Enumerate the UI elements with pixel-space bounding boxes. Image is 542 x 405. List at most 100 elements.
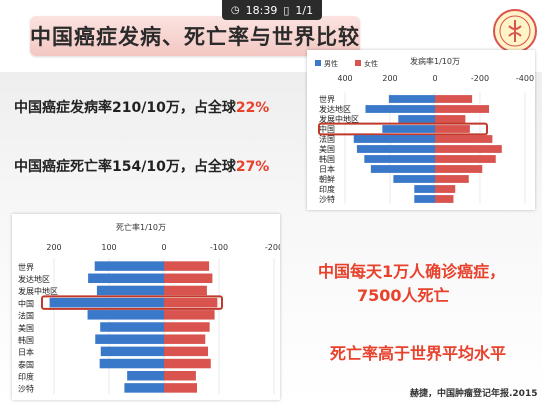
bar-male	[49, 297, 164, 308]
bar-female	[164, 261, 210, 271]
bar-female	[164, 285, 207, 296]
bar-female	[164, 383, 197, 393]
status-bar: ◷ 18:39 ▯ 1/1	[222, 0, 322, 20]
category-label: 发展中地区	[18, 286, 58, 296]
bar-female	[435, 165, 483, 173]
callout-daily-cases: 中国每天1万人确诊癌症，	[318, 262, 506, 281]
bar-female	[164, 310, 215, 320]
tick-label: 100	[101, 243, 116, 252]
chart-title: 死亡率1/10万	[116, 222, 166, 232]
legend-label-male: 男性	[324, 59, 338, 68]
bar-female	[435, 95, 473, 103]
highlight-frame	[318, 122, 488, 136]
bar-male	[95, 334, 164, 344]
incidence-chart-panel: 发病率1/10万 男性 女性 400 200 0 -200 -400 世界 发达地区 发展中地区 中国…	[307, 50, 535, 210]
page-icon: ▯	[283, 3, 290, 17]
bar-female	[164, 334, 206, 344]
tick-label: 200	[382, 74, 397, 83]
incidence-text: 中国癌症发病率210/10万，占全球	[14, 100, 236, 116]
bar-male	[414, 195, 435, 203]
bar-female	[435, 135, 493, 143]
bar-female	[164, 370, 196, 381]
category-label: 印度	[319, 184, 335, 194]
callout-daily-deaths: 7500人死亡	[357, 286, 450, 305]
slide-title: 中国癌症发病、死亡率与世界比较	[30, 25, 360, 49]
category-label: 日本	[319, 164, 335, 174]
bar-female	[435, 185, 456, 193]
category-label: 法国	[319, 134, 335, 144]
bar-female	[164, 322, 210, 332]
category-label: 世界	[319, 94, 335, 104]
bar-male	[364, 155, 435, 163]
bar-male	[353, 135, 435, 143]
bar-female	[164, 297, 218, 308]
legend-label-female: 女性	[364, 59, 378, 68]
highlight-frame	[41, 295, 223, 310]
tick-label: 0	[432, 74, 437, 83]
category-label: 沙特	[319, 194, 335, 204]
bar-male	[94, 261, 164, 271]
bar-male	[100, 346, 164, 357]
bar-male	[382, 125, 435, 133]
bar-female	[435, 125, 470, 133]
bar-male	[99, 358, 164, 369]
tick-label: -100	[210, 243, 228, 252]
category-label: 印度	[18, 371, 34, 381]
bar-male	[393, 175, 435, 183]
callout-mortality-above-world: 死亡率高于世界平均水平	[330, 344, 507, 363]
mortality-text: 中国癌症死亡率154/10万，占全球	[14, 159, 236, 175]
bar-female	[164, 273, 213, 284]
bar-male	[356, 145, 435, 153]
bar-female	[435, 115, 466, 123]
category-label: 发展中地区	[319, 114, 359, 124]
category-label: 美国	[319, 144, 335, 154]
category-label: 韩国	[319, 154, 335, 164]
legend-swatch-male	[315, 60, 321, 66]
legend-swatch-female	[355, 60, 361, 66]
status-pages: 1/1	[295, 3, 314, 17]
bar-female	[435, 105, 489, 113]
category-label: 沙特	[18, 384, 34, 394]
bar-male	[370, 165, 435, 173]
bar-male	[414, 185, 435, 193]
tick-label: -200	[471, 74, 489, 83]
bar-male	[127, 370, 164, 381]
incidence-percent: 22%	[235, 100, 270, 116]
tick-label: -400	[516, 74, 534, 83]
bar-female	[164, 346, 208, 357]
bar-female	[164, 358, 211, 369]
bar-male	[388, 95, 435, 103]
category-label: 世界	[18, 262, 34, 272]
category-label: 韩国	[18, 335, 34, 345]
incidence-chart: 发病率1/10万 男性 女性 400 200 0 -200 -400 世界发达地区发展中地区中国…	[315, 56, 534, 204]
tick-label: 200	[46, 243, 61, 252]
category-label: 美国	[18, 323, 34, 333]
category-label: 中国	[18, 298, 34, 308]
institution-logo	[493, 9, 537, 53]
title-banner: 中国癌症发病、死亡率与世界比较	[30, 16, 360, 56]
tick-label: -200	[265, 243, 280, 252]
bar-male	[365, 105, 435, 113]
category-label: 中国	[319, 124, 335, 134]
bar-male	[88, 273, 164, 284]
bar-female	[435, 175, 469, 183]
bar-female	[435, 195, 454, 203]
tick-label: 0	[161, 243, 166, 252]
category-label: 日本	[18, 347, 34, 357]
bar-female	[435, 145, 502, 153]
category-label: 发达地区	[18, 274, 50, 284]
mortality-stat: 中国癌症死亡率154/10万，占全球27%	[14, 156, 269, 176]
bar-male	[87, 310, 164, 320]
mortality-chart: 死亡率1/10万 200 100 0 -100 -200 世界发达地区发展中地区中国法国美国…	[18, 222, 280, 394]
category-label: 泰国	[18, 359, 34, 369]
bar-male	[398, 115, 435, 123]
tick-label: 400	[337, 74, 352, 83]
source-citation: 赫捷，中国肿瘤登记年报.2015	[410, 389, 538, 399]
bar-male	[124, 383, 164, 393]
incidence-stat: 中国癌症发病率210/10万，占全球22%	[14, 97, 269, 117]
bar-male	[100, 322, 164, 332]
category-label: 法国	[18, 311, 34, 321]
chart-title: 发病率1/10万	[410, 56, 460, 66]
category-label: 朝鲜	[319, 174, 335, 184]
